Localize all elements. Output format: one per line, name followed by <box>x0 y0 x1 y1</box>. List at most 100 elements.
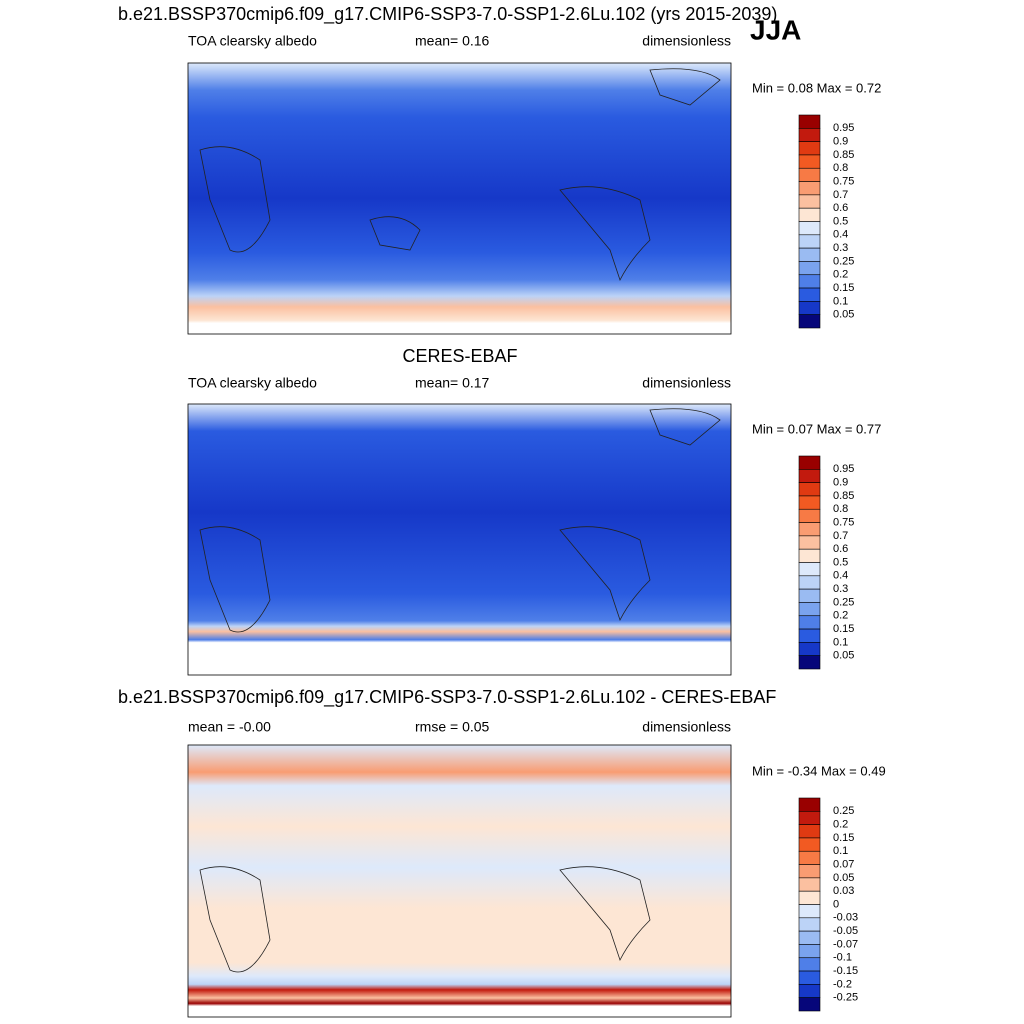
colorbar-box <box>798 997 821 1012</box>
colorbar-box <box>798 797 821 812</box>
colorbar-label: 0.3 <box>833 583 848 595</box>
colorbar-box <box>798 957 821 972</box>
colorbar-box <box>798 234 821 249</box>
colorbar-label: 0.07 <box>833 858 854 870</box>
colorbar-label: 0.75 <box>833 175 854 187</box>
colorbar-box <box>798 221 821 236</box>
colorbar-label: 0.15 <box>833 832 854 844</box>
min-max: Min = -0.34 Max = 0.49 <box>752 763 886 778</box>
colorbar-label: 0.3 <box>833 242 848 254</box>
colorbar-box <box>798 261 821 276</box>
colorbar-label: -0.15 <box>833 965 858 977</box>
panel-title: b.e21.BSSP370cmip6.f09_g17.CMIP6-SSP3-7.… <box>118 4 777 25</box>
colorbar-box <box>798 455 821 470</box>
colorbar-label: 0.6 <box>833 202 848 214</box>
colorbar-box <box>798 469 821 483</box>
colorbar-label: 0.1 <box>833 845 848 857</box>
colorbar-label: 0.4 <box>833 229 848 241</box>
map <box>187 744 732 1018</box>
colorbar-label: 0.2 <box>833 269 848 281</box>
colorbar-label: 0.95 <box>833 463 854 475</box>
panel-title: CERES-EBAF <box>402 346 517 366</box>
colorbar-box <box>798 628 821 643</box>
colorbar-label: 0.85 <box>833 490 854 502</box>
colorbar-box <box>798 850 821 865</box>
colorbar-label: 0.1 <box>833 295 848 307</box>
colorbar-label: 0 <box>833 898 839 910</box>
colorbar-label: 0.05 <box>833 650 854 662</box>
colorbar-box <box>798 970 821 985</box>
colorbar-label: 0.03 <box>833 885 854 897</box>
colorbar-label: 0.75 <box>833 516 854 528</box>
colorbar-label: 0.25 <box>833 255 854 267</box>
colorbar-label: -0.1 <box>833 952 852 964</box>
colorbar-box <box>798 877 821 892</box>
colorbar-label: 0.8 <box>833 503 848 515</box>
colorbar-box <box>798 114 821 129</box>
units-label: dimensionless <box>642 719 731 735</box>
colorbar-label: 0.7 <box>833 189 848 201</box>
colorbar-box <box>798 482 821 497</box>
map <box>187 403 732 676</box>
center-label: mean= 0.17 <box>415 375 490 391</box>
colorbar-box <box>798 287 821 302</box>
colorbar-box <box>798 930 821 945</box>
colorbar-label: 0.7 <box>833 530 848 542</box>
colorbar-box <box>798 602 821 617</box>
colorbar-box <box>798 588 821 603</box>
colorbar-label: 0.9 <box>833 477 848 489</box>
colorbar-box <box>798 522 821 537</box>
colorbar-box <box>798 314 821 329</box>
colorbar-box <box>798 535 821 550</box>
colorbar-label: 0.85 <box>833 149 854 161</box>
colorbar-label: -0.25 <box>833 992 858 1004</box>
colorbar-box <box>798 495 821 510</box>
colorbar-label: 0.25 <box>833 805 854 817</box>
colorbar-label: 0.4 <box>833 570 848 582</box>
colorbar-box <box>798 642 821 656</box>
map <box>187 62 732 335</box>
colorbar-box <box>798 548 821 563</box>
colorbar-label: 0.15 <box>833 623 854 635</box>
units-label: dimensionless <box>642 33 731 49</box>
colorbar-label: -0.2 <box>833 978 852 990</box>
colorbar-box <box>798 984 821 998</box>
colorbar-label: 0.6 <box>833 543 848 555</box>
colorbar-box <box>798 562 821 577</box>
colorbar-label: 0.15 <box>833 282 854 294</box>
colorbar-box <box>798 944 821 959</box>
colorbar-box <box>798 508 821 523</box>
colorbar-label: -0.03 <box>833 912 858 924</box>
colorbar-box <box>798 864 821 879</box>
colorbar-box <box>798 141 821 156</box>
colorbar-box <box>798 575 821 590</box>
colorbar-box <box>798 890 821 905</box>
colorbar-label: -0.07 <box>833 938 858 950</box>
colorbar-box <box>798 655 821 670</box>
colorbar-box <box>798 247 821 262</box>
min-max: Min = 0.07 Max = 0.77 <box>752 421 881 436</box>
colorbar-box <box>798 207 821 222</box>
left-label: TOA clearsky albedo <box>188 375 317 391</box>
center-label: mean= 0.16 <box>415 33 490 49</box>
colorbar-box <box>798 917 821 932</box>
colorbar-label: 0.95 <box>833 122 854 134</box>
colorbar-label: 0.5 <box>833 556 848 568</box>
colorbar-label: 0.2 <box>833 610 848 622</box>
colorbar-box <box>798 274 821 289</box>
colorbar-label: 0.9 <box>833 136 848 148</box>
panel-title: b.e21.BSSP370cmip6.f09_g17.CMIP6-SSP3-7.… <box>118 687 776 708</box>
colorbar-box <box>798 167 821 182</box>
colorbar-box <box>798 154 821 169</box>
colorbar-label: 0.8 <box>833 162 848 174</box>
colorbar-label: 0.05 <box>833 309 854 321</box>
colorbar-box <box>798 301 821 315</box>
season-label: JJA <box>750 14 801 45</box>
center-label: rmse = 0.05 <box>415 719 490 735</box>
colorbar-box <box>798 181 821 196</box>
colorbar-box <box>798 194 821 209</box>
colorbar-label: 0.25 <box>833 596 854 608</box>
colorbar-label: 0.1 <box>833 636 848 648</box>
left-label: TOA clearsky albedo <box>188 33 317 49</box>
